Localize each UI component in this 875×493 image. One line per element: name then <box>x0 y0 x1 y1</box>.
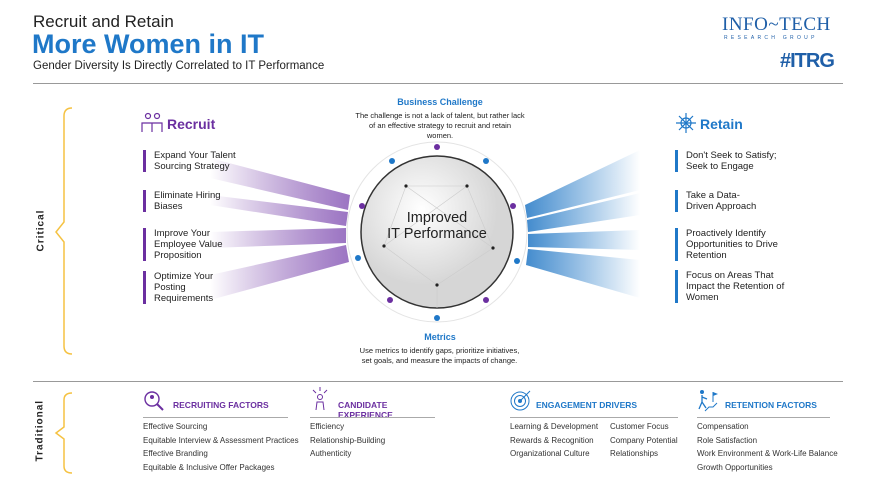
network-lines <box>383 185 494 308</box>
list-item: Effective Sourcing <box>143 422 208 431</box>
logo-tagline: RESEARCH GROUP <box>724 35 818 41</box>
page-title: More Women in IT <box>32 29 265 59</box>
retain-item: Don't Seek to Satisfy; Seek to Engage <box>675 150 781 172</box>
underline <box>143 417 288 418</box>
business-challenge-text: The challenge is not a lack of talent, b… <box>355 111 525 140</box>
column-title: CANDIDATE EXPERIENCE <box>338 400 393 420</box>
list-item: Authenticity <box>310 449 352 459</box>
center-label-line1: Improved <box>406 210 468 226</box>
network-nodes <box>382 184 495 287</box>
column-title: ENGAGEMENT DRIVERS <box>536 400 638 410</box>
list-item: Growth Opportunities <box>697 462 773 472</box>
list-item: Customer Focus <box>610 422 669 431</box>
list-item: Effective Branding <box>143 449 208 459</box>
retain-item: Proactively Identify Opportunities to Dr… <box>675 228 786 261</box>
list-item: Role Satisfaction <box>697 435 758 445</box>
list-item: Equitable Interview & Assessment Practic… <box>143 435 299 445</box>
orbit-dots <box>355 144 520 321</box>
underline <box>310 417 435 418</box>
metrics-title: Metrics <box>424 332 456 342</box>
list-item: Compensation <box>697 422 749 431</box>
target-icon <box>510 390 531 411</box>
subtitle: Gender Diversity Is Directly Correlated … <box>33 60 325 72</box>
divider <box>33 381 843 382</box>
retain-item: Focus on Areas That Impact the Retention… <box>675 270 786 303</box>
recruit-item: Improve Your Employee Value Proposition <box>143 228 229 261</box>
column-title: RETENTION FACTORS <box>725 400 817 410</box>
list-item: Efficiency <box>310 422 345 431</box>
hashtag-logo: #ITRG <box>780 50 835 72</box>
business-challenge-title: Business Challenge <box>397 97 483 107</box>
center-label: Improved IT Performance <box>362 210 512 242</box>
retain-wedges <box>525 150 640 298</box>
recruit-item: Optimize Your Posting Requirements <box>143 271 224 304</box>
critical-brace <box>55 107 73 355</box>
recruit-item: Eliminate Hiring Biases <box>143 190 224 212</box>
list-item: Rewards & Recognition <box>510 435 594 445</box>
list-item: Work Environment & Work-Life Balance <box>697 449 838 459</box>
recruit-wedges <box>210 158 350 300</box>
search-person-icon <box>144 391 164 411</box>
list-item: Learning & Development <box>510 422 599 431</box>
list-item: Relationships <box>610 449 659 459</box>
recruit-icon <box>141 112 163 132</box>
traditional-brace <box>54 392 73 474</box>
critical-label: Critical <box>35 209 47 252</box>
traditional-label: Traditional <box>34 399 46 462</box>
person-sparkle-icon <box>312 387 328 411</box>
divider <box>33 83 843 84</box>
underline <box>697 417 830 418</box>
climber-flag-icon <box>698 390 718 412</box>
retain-title: Retain <box>700 116 743 132</box>
title-line1: Recruit and Retain <box>33 12 174 31</box>
retain-icon <box>676 113 696 133</box>
retain-item: Take a Data-Driven Approach <box>675 190 766 212</box>
column-title: RECRUITING FACTORS <box>173 400 269 410</box>
logo: INFO~TECH <box>722 14 831 35</box>
list-item: Organizational Culture <box>510 449 590 459</box>
recruit-title: Recruit <box>167 116 216 132</box>
list-item: Company Potential <box>610 435 678 445</box>
recruit-item: Expand Your Talent Sourcing Strategy <box>143 150 239 172</box>
list-item: Relationship-Building <box>310 435 386 445</box>
list-item: Equitable & Inclusive Offer Packages <box>143 462 275 472</box>
center-label-line2: IT Performance <box>387 226 487 242</box>
metrics-text: Use metrics to identify gaps, prioritize… <box>359 346 520 365</box>
underline <box>510 417 678 418</box>
